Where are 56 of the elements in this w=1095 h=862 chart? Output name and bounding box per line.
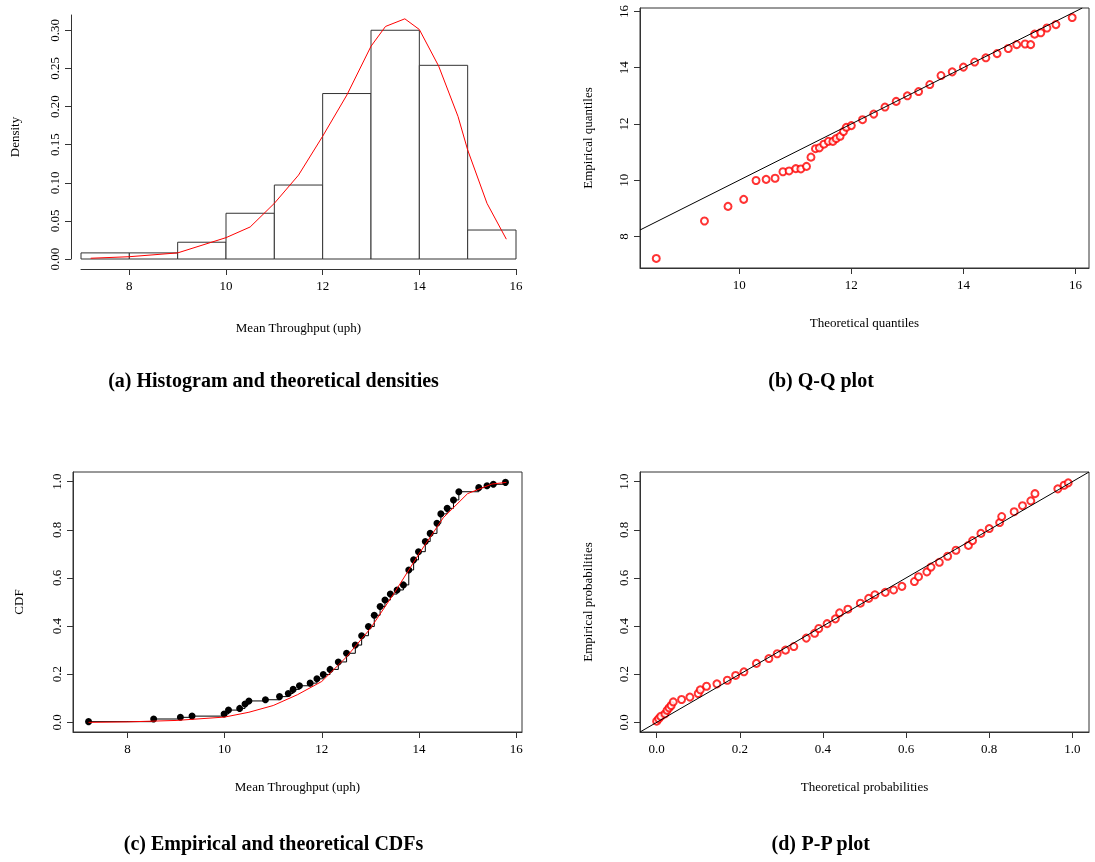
text: (a) Histogram and theoretical densities — [108, 369, 440, 392]
y-axis-title: Empirical quantiles — [580, 87, 595, 189]
y-tick-label: 0.6 — [616, 569, 631, 587]
y-tick-label: 16 — [616, 4, 631, 18]
y-tick-label: 0.20 — [47, 95, 62, 118]
x-tick-label: 12 — [315, 741, 329, 756]
y-tick-label: 0.6 — [49, 569, 64, 587]
x-tick-label: 0.8 — [981, 741, 998, 756]
text: (b) Q-Q plot — [768, 369, 875, 392]
x-axis-title: Theoretical quantiles — [809, 315, 920, 330]
text: (c) Empirical and theoretical CDFs — [123, 832, 424, 855]
y-tick-label: 0.25 — [47, 57, 62, 80]
y-tick-label: 0.2 — [616, 666, 631, 683]
x-tick-label: 12 — [844, 277, 858, 292]
y-tick-label: 1.0 — [616, 473, 631, 490]
x-tick-label: 14 — [412, 278, 427, 293]
y-tick-label: 0.0 — [616, 714, 631, 731]
y-tick-label: 0.4 — [616, 617, 631, 635]
y-tick-label: 12 — [616, 117, 631, 131]
x-tick-label: 0.0 — [648, 741, 665, 756]
x-tick-label: 14 — [956, 277, 971, 292]
x-tick-label: 12 — [316, 278, 330, 293]
y-tick-label: 0.10 — [47, 171, 62, 195]
x-tick-label: 8 — [126, 278, 133, 293]
x-tick-label: 8 — [124, 741, 131, 756]
y-tick-label: 0.8 — [616, 521, 631, 538]
y-tick-label: 0.00 — [47, 247, 62, 271]
y-tick-label: 0.2 — [49, 666, 64, 683]
y-axis-title: CDF — [11, 589, 26, 615]
x-tick-label: 16 — [1069, 277, 1083, 292]
x-tick-label: 14 — [412, 741, 426, 756]
x-axis-title: Mean Throughput (uph) — [234, 779, 361, 794]
y-tick-label: 0.15 — [47, 133, 62, 156]
x-tick-label: 16 — [509, 741, 524, 756]
x-tick-label: 16 — [509, 278, 523, 293]
x-axis-title: Mean Throughput (uph) — [235, 320, 362, 335]
x-tick-label: 10 — [219, 278, 233, 293]
y-tick-label: 10 — [616, 173, 631, 187]
y-axis-title: Density — [7, 116, 22, 158]
x-tick-label: 1.0 — [1064, 741, 1081, 756]
y-tick-label: 0.30 — [47, 18, 62, 42]
x-tick-label: 0.2 — [731, 741, 748, 756]
x-tick-label: 0.6 — [897, 741, 915, 756]
y-tick-label: 0.8 — [49, 521, 64, 538]
y-axis-title: Empirical probabilities — [580, 542, 595, 662]
text: (d) P-P plot — [771, 832, 871, 855]
x-tick-label: 0.4 — [814, 741, 832, 756]
y-tick-label: 1.0 — [49, 473, 64, 490]
x-tick-label: 10 — [218, 741, 232, 756]
y-tick-label: 0.05 — [47, 209, 62, 233]
y-tick-label: 14 — [616, 60, 631, 75]
y-tick-label: 0.4 — [49, 617, 64, 635]
y-tick-label: 8 — [616, 233, 631, 240]
x-tick-label: 10 — [732, 277, 746, 292]
x-axis-title: Theoretical probabilities — [800, 779, 929, 794]
y-tick-label: 0.0 — [49, 714, 64, 731]
